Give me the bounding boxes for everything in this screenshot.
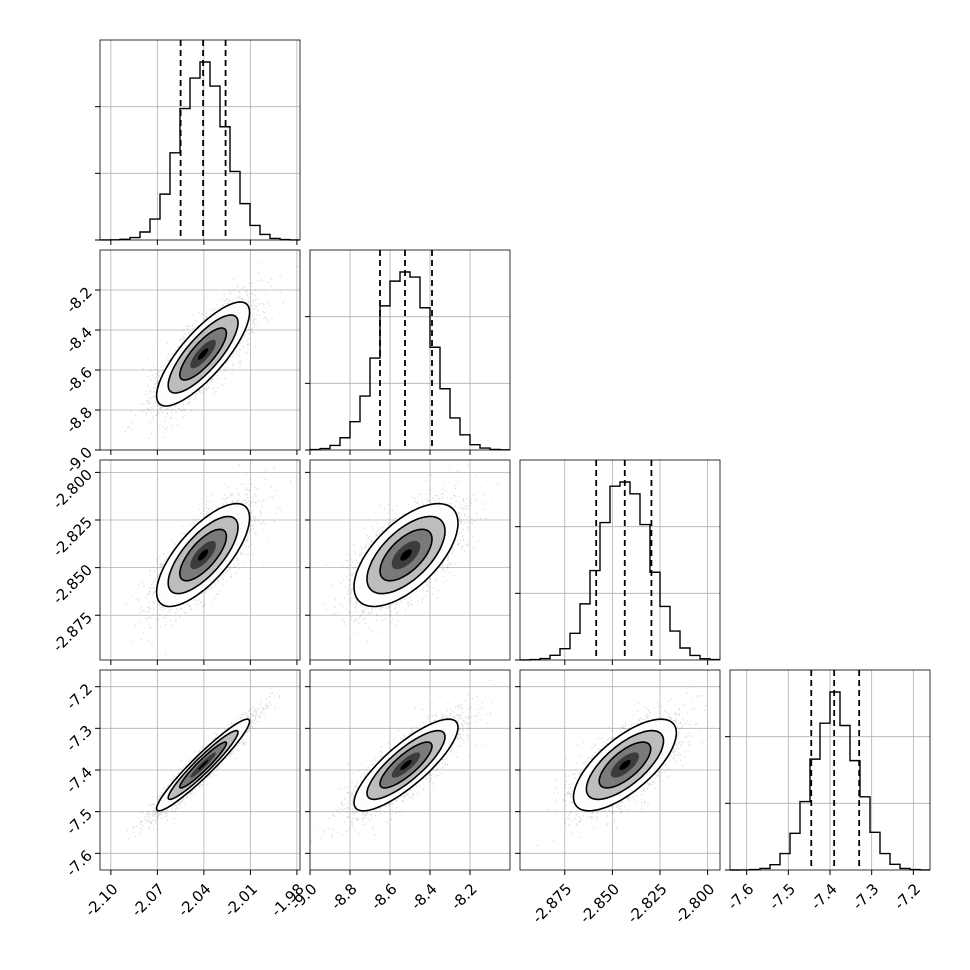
density-content	[310, 670, 510, 870]
y-tick-label: -2.875	[49, 609, 96, 656]
panel-frame	[309, 459, 511, 661]
contour-line-0	[178, 741, 228, 789]
density-content	[100, 670, 300, 870]
contour-line-2	[155, 301, 251, 407]
y-tick-label: -8.4	[63, 323, 96, 356]
contour-line-1	[366, 729, 446, 801]
x-tick-label: -8.8	[327, 880, 360, 913]
histogram-step	[520, 481, 720, 661]
y-tick-label: -8.6	[63, 363, 96, 396]
x-tick-label: -7.6	[724, 880, 757, 913]
panel-frame	[99, 39, 301, 241]
density-panel-3-0	[95, 669, 301, 875]
density-panel-3-2	[515, 669, 721, 875]
contour-line-1	[167, 515, 239, 595]
contour-line-0	[598, 741, 652, 789]
x-tick-label: -2.01	[221, 880, 261, 920]
y-tick-label: -7.2	[63, 680, 96, 713]
y-tick-label: -2.825	[49, 513, 96, 560]
x-tick-label: -2.875	[529, 880, 576, 927]
contour-line-1	[366, 515, 446, 595]
contour-line-1	[167, 729, 239, 801]
density-fill-peak	[198, 760, 209, 770]
panel-frame	[519, 459, 721, 661]
panel-frame	[99, 459, 301, 661]
y-tick-label: -8.2	[63, 283, 96, 316]
density-fill-peak	[619, 760, 631, 770]
contour-line-0	[379, 741, 433, 789]
x-tick-label: -2.04	[174, 880, 214, 920]
y-tick-label: -7.4	[63, 763, 96, 796]
x-tick-label: -2.825	[624, 880, 671, 927]
histogram-panel-1	[305, 249, 511, 455]
y-tick-label: -7.5	[63, 805, 96, 838]
contour-line-0	[178, 528, 228, 582]
density-panel-2-0	[95, 459, 301, 665]
x-tick-label: -2.10	[81, 880, 121, 920]
x-tick-label: -7.4	[807, 880, 840, 913]
panel-frame	[99, 249, 301, 451]
y-tick-label: -8.8	[63, 403, 96, 436]
y-tick-label: -7.3	[63, 722, 96, 755]
density-fill-peak	[198, 348, 209, 360]
contour-line-1	[167, 314, 239, 394]
density-content	[520, 670, 720, 870]
density-content	[100, 460, 300, 660]
contour-line-2	[155, 718, 251, 812]
density-fill-peak	[198, 549, 209, 561]
x-tick-label: -7.2	[891, 880, 924, 913]
density-content	[100, 250, 300, 450]
x-tick-label: -8.2	[447, 880, 480, 913]
histogram-step	[100, 61, 300, 241]
contour-line-2	[572, 718, 678, 812]
density-fill-peak	[400, 760, 412, 770]
x-tick-label: -2.850	[576, 880, 623, 927]
density-panel-2-1	[305, 459, 511, 665]
x-tick-label: -7.3	[849, 880, 882, 913]
y-tick-label: -2.850	[49, 561, 96, 608]
x-tick-label: -7.5	[766, 880, 799, 913]
histogram-step	[730, 691, 930, 871]
histogram-panel-2	[515, 459, 721, 665]
histogram-panel-0	[95, 39, 301, 245]
x-tick-label: -8.4	[407, 880, 440, 913]
contour-line-0	[178, 327, 228, 381]
y-tick-label: -7.6	[63, 847, 96, 880]
x-tick-label: -8.6	[367, 880, 400, 913]
contour-line-2	[155, 502, 251, 608]
density-panel-3-1	[305, 669, 511, 875]
contour-line-0	[379, 528, 433, 582]
contour-line-1	[585, 729, 665, 801]
histogram-step	[310, 271, 510, 451]
x-tick-label: -2.07	[128, 880, 168, 920]
histogram-panel-3	[725, 669, 931, 875]
contour-line-2	[353, 718, 459, 812]
x-tick-label: -2.800	[671, 880, 718, 927]
density-fill-peak	[400, 549, 412, 561]
contour-line-2	[353, 502, 459, 608]
panel-frame	[309, 249, 511, 451]
density-content	[310, 460, 510, 660]
density-panel-1-0	[95, 249, 301, 455]
